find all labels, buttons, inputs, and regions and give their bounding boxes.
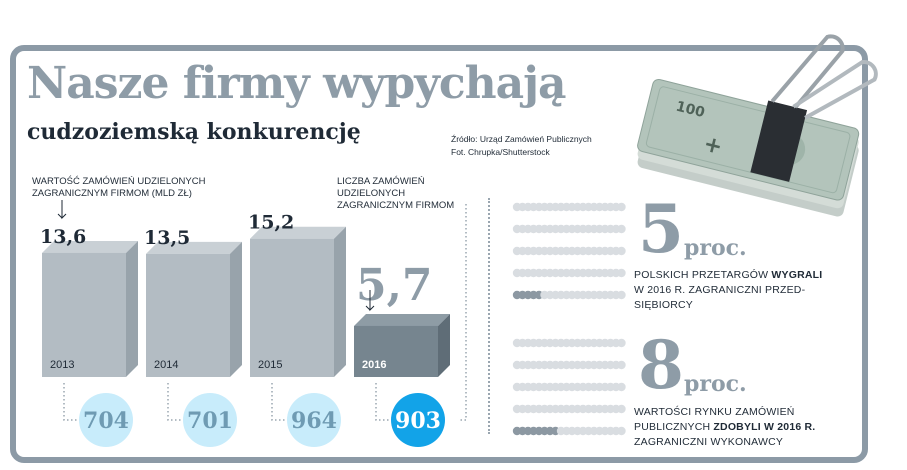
dot [617,404,626,414]
bar-side-2014 [230,241,242,377]
bar-top-2016 [354,313,450,326]
stat1-line: W 2016 R. ZAGRANICZNI PRZED- [634,284,806,296]
count-circle-2014 [183,393,237,447]
stat2-number: 8 [638,326,684,404]
connector [375,383,391,421]
dot [617,382,626,392]
infographic-frame [10,45,868,463]
value-label: 13,5 [144,227,190,249]
stat2-line: WARTOŚCI RYNKU ZAMÓWIEŃ [634,406,795,418]
stat2-line: ZAGRANICZNI WYKONAWCY [634,436,784,448]
count-label: 964 [291,408,337,434]
stat1-line-bold: WYGRALI [771,269,823,281]
count-circle-2015 [287,393,341,447]
value-label: 5,7 [356,260,433,311]
dot [617,360,626,370]
page-title: Nasze firmy wypychają [27,58,567,109]
count-label-line: LICZBA ZAMÓWIEŃ [337,176,425,187]
bar-2014 [146,253,230,377]
dot-grids [512,202,626,436]
value-axis-label: WARTOŚĆ ZAMÓWIEŃ UDZIELONYCH ZAGRANICZNY… [32,176,205,200]
value-label: 15,2 [248,212,294,234]
stat1-number: 5 [638,190,684,268]
category-label: 2013 [50,359,74,371]
count-circle-2013 [79,393,133,447]
dot [617,268,626,278]
bar-2015 [250,238,334,377]
bar-2013 [42,252,126,377]
money-clip-illustration: 100 + [637,34,878,217]
connector [167,383,183,421]
count-label: 903 [395,408,441,434]
photo-credit: Fot. Chrupka/Shutterstock [451,147,550,157]
stat2-line: PUBLICZNYCH ZDOBYLI W 2016 R. [634,420,815,435]
source-line: Źródło: Urząd Zamówień Publicznych [451,134,592,144]
bar-side-2013 [126,240,138,377]
connector [63,383,79,421]
bars-group: 2013 13,6 704 2014 13,5 701 2015 15,2 964 2016 5,7… [40,200,467,447]
value-label-line: WARTOŚĆ ZAMÓWIEŃ UDZIELONYCH [32,176,206,187]
bar-side-2015 [334,226,346,377]
dot [617,246,626,256]
bar-2016 [354,325,438,377]
value-label-line: ZAGRANICZNYM FIRMOM (MLD ZŁ) [32,188,192,199]
count-label-line: UDZIELONYCH [337,188,406,199]
dot [617,224,626,234]
category-label: 2015 [258,359,282,371]
bar-side-2016 [438,313,450,377]
bar-top-2014 [146,241,242,254]
section-divider [488,198,490,434]
stat1-line: POLSKICH PRZETARGÓW WYGRALI [634,268,822,283]
value-label-pointer [57,200,67,220]
stat2-line-bold: ZDOBYLI W 2016 R. [713,421,816,433]
category-label: 2014 [154,359,178,371]
count-label: 701 [187,408,233,434]
stat2-description: WARTOŚCI RYNKU ZAMÓWIEŃ PUBLICZNYCH ZDOB… [634,405,815,450]
banknote-cross: + [701,132,725,161]
category-label: 2016 [362,359,386,371]
stat1-line: SIĘBIORCY [634,299,693,311]
dot [617,426,626,436]
count-axis-label: LICZBA ZAMÓWIEŃ UDZIELONYCH ZAGRANICZNYM… [337,176,454,212]
dot [617,338,626,348]
count-label-line: ZAGRANICZNYM FIRMOM [337,200,455,211]
value-label-pointer [365,290,375,312]
connector [271,383,287,421]
stat2-line-pre: PUBLICZNYCH [634,421,714,433]
dot [617,290,626,300]
dot [617,202,626,212]
banknote-denomination: 100 [674,99,706,122]
page-subtitle: cudzoziemską konkurencję [27,119,361,145]
count-label: 704 [83,408,129,434]
source-note: Źródło: Urząd Zamówień Publicznych Fot. … [451,133,592,159]
value-label: 13,6 [40,226,86,248]
bar-top-2015 [250,226,346,239]
stat1-description: POLSKICH PRZETARGÓW WYGRALI W 2016 R. ZA… [634,268,822,313]
bar-top-2013 [42,240,138,253]
stat1-line-pre: POLSKICH PRZETARGÓW [634,269,772,281]
count-label-pointer [458,204,467,421]
stat2-unit: proc. [684,371,747,397]
stat1-unit: proc. [684,235,747,261]
count-circle-2016 [391,393,445,447]
